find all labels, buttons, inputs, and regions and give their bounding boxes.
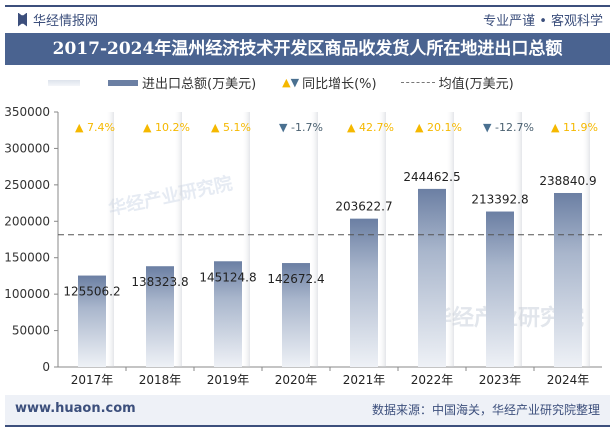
growth-label: 5.1% xyxy=(223,121,251,134)
triangle-down-icon: ▼ xyxy=(279,121,288,134)
legend: 进出口总额(万美元) ▲ ▼ 同比增长(%) 均值(万美元) xyxy=(48,73,514,92)
triangle-up-icon: ▲ xyxy=(415,121,424,134)
bar-shadow xyxy=(514,112,522,367)
bar xyxy=(146,266,174,367)
bar-shadow xyxy=(106,112,114,367)
data-label: 125506.2 xyxy=(63,285,120,299)
triangle-up-icon: ▲ xyxy=(551,121,560,134)
legend-mean-swatch xyxy=(400,82,435,83)
triangle-up-icon: ▲ xyxy=(75,121,84,134)
growth-label: 7.4% xyxy=(87,121,115,134)
top-border xyxy=(5,5,610,7)
data-label: 142672.4 xyxy=(267,272,324,286)
footer-source: 数据来源：中国海关，华经产业研究院整理 xyxy=(371,403,600,417)
bar-shadow xyxy=(446,112,454,367)
brand-name: 华经情报网 xyxy=(33,14,99,29)
data-label: 138323.8 xyxy=(131,275,188,289)
growth-label: 11.9% xyxy=(563,121,598,134)
x-tick-label: 2020年 xyxy=(275,373,318,387)
data-label: 238840.9 xyxy=(539,174,596,188)
bar xyxy=(486,211,514,367)
x-tick-label: 2017年 xyxy=(71,373,114,387)
legend-bar-swatch xyxy=(108,79,138,86)
bar-shadow xyxy=(378,112,386,367)
data-label: 213392.8 xyxy=(471,193,528,207)
bar xyxy=(554,192,582,367)
bar xyxy=(418,188,446,367)
triangle-up-icon: ▲ xyxy=(143,121,152,134)
bar-shadow xyxy=(174,112,182,367)
triangle-up-icon: ▲ xyxy=(282,76,291,89)
x-tick-label: 2019年 xyxy=(207,373,250,387)
x-tick-label: 2021年 xyxy=(343,373,386,387)
x-tick-label: 2022年 xyxy=(411,373,454,387)
triangle-up-icon: ▲ xyxy=(347,121,356,134)
y-tick-label: 50000 xyxy=(12,324,50,338)
triangle-down-icon: ▼ xyxy=(290,76,300,89)
x-tick-label: 2023年 xyxy=(479,373,522,387)
data-label: 203622.7 xyxy=(335,200,392,214)
x-tick-label: 2018年 xyxy=(139,373,182,387)
legend-growth-label: 同比增长(%) xyxy=(302,77,377,92)
y-tick-label: 200000 xyxy=(4,214,50,228)
y-tick-label: 250000 xyxy=(4,178,50,192)
growth-label: 10.2% xyxy=(155,121,190,134)
growth-label: -12.7% xyxy=(495,121,534,134)
legend-shadow-swatch xyxy=(48,79,80,86)
data-label: 244462.5 xyxy=(403,170,460,184)
y-tick-label: 0 xyxy=(42,360,50,374)
bar xyxy=(78,275,106,367)
growth-label: 20.1% xyxy=(427,121,462,134)
footer-site[interactable]: www.huaon.com xyxy=(15,401,136,416)
growth-label: -1.7% xyxy=(291,121,323,134)
growth-label: 42.7% xyxy=(359,121,394,134)
bar-shadow xyxy=(582,112,590,367)
y-tick-label: 100000 xyxy=(4,287,50,301)
x-tick-label: 2024年 xyxy=(547,373,590,387)
bar-shadow xyxy=(310,112,318,367)
y-tick-label: 150000 xyxy=(4,251,50,265)
bar xyxy=(350,218,378,367)
legend-mean-label: 均值(万美元) xyxy=(438,77,514,92)
triangle-up-icon: ▲ xyxy=(211,121,220,134)
y-tick-label: 300000 xyxy=(4,141,50,155)
data-label: 145124.8 xyxy=(199,270,256,284)
slogan: 专业严谨 • 客观科学 xyxy=(483,14,603,29)
bar xyxy=(282,263,310,367)
logo-icon xyxy=(18,12,27,27)
legend-bar-label: 进出口总额(万美元) xyxy=(142,77,257,92)
bar xyxy=(214,261,242,367)
footer: www.huaon.com 数据来源：中国海关，华经产业研究院整理 xyxy=(5,395,610,427)
watermark: 华经产业研究院 xyxy=(106,172,234,220)
triangle-down-icon: ▼ xyxy=(483,121,492,134)
y-tick-label: 350000 xyxy=(4,105,50,119)
chart-title: 2017-2024年温州经济技术开发区商品收发货人所在地进出口总额 xyxy=(5,33,610,65)
bar-shadow xyxy=(242,112,250,367)
brand: 华经情报网 xyxy=(18,10,98,29)
